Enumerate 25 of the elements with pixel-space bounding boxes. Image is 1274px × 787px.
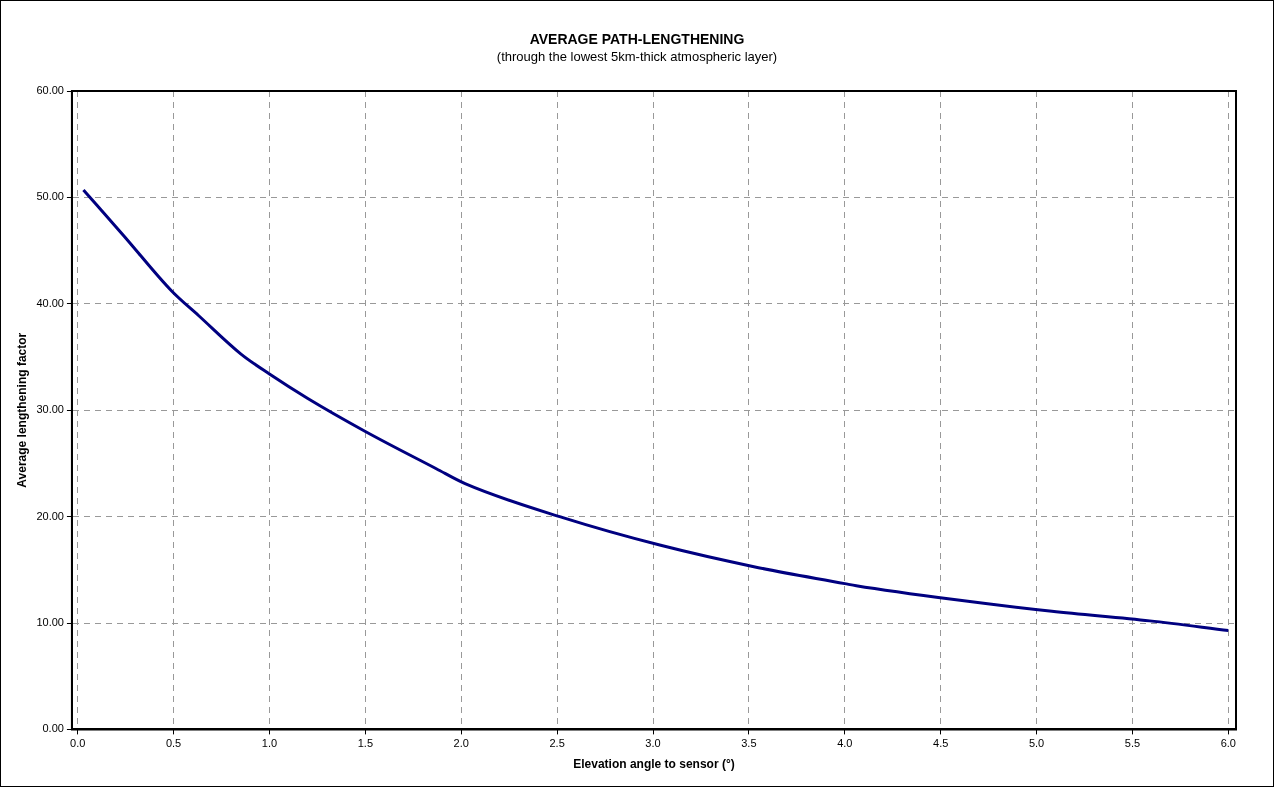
- x-tick-label: 3.0: [645, 737, 661, 750]
- y-tick-label: 30.00: [36, 403, 64, 416]
- x-tick-label: 1.5: [357, 737, 373, 750]
- line-series: [81, 188, 1230, 632]
- y-tick-label: 0.00: [42, 722, 64, 735]
- x-tick-label: 3.5: [741, 737, 757, 750]
- y-tick-label: 20.00: [36, 509, 64, 522]
- x-tick-label: 2.0: [453, 737, 469, 750]
- chart-subtitle: (through the lowest 5km-thick atmospheric layer): [495, 49, 779, 64]
- x-tick-label: 4.0: [837, 737, 853, 750]
- x-tick-label: 2.5: [549, 737, 565, 750]
- y-tick-label: 40.00: [36, 296, 64, 309]
- x-tick-label: 5.5: [1124, 737, 1141, 750]
- y-axis-title: Average lengthening factor: [14, 332, 29, 488]
- x-axis-title: Elevation angle to sensor (°): [573, 757, 735, 772]
- x-tick-label: 1.0: [261, 737, 278, 750]
- x-tick-label: 4.5: [933, 737, 949, 750]
- chart-title: AVERAGE PATH-LENGTHENING: [528, 31, 746, 47]
- y-tick-label: 50.00: [36, 190, 64, 203]
- x-tick-label: 0.0: [70, 737, 86, 750]
- y-tick-label: 60.00: [36, 84, 64, 97]
- x-tick-label: 5.0: [1028, 737, 1045, 750]
- x-tick-label: 6.0: [1220, 737, 1236, 750]
- x-tick-label: 0.5: [165, 737, 182, 750]
- y-tick-label: 10.00: [36, 616, 64, 629]
